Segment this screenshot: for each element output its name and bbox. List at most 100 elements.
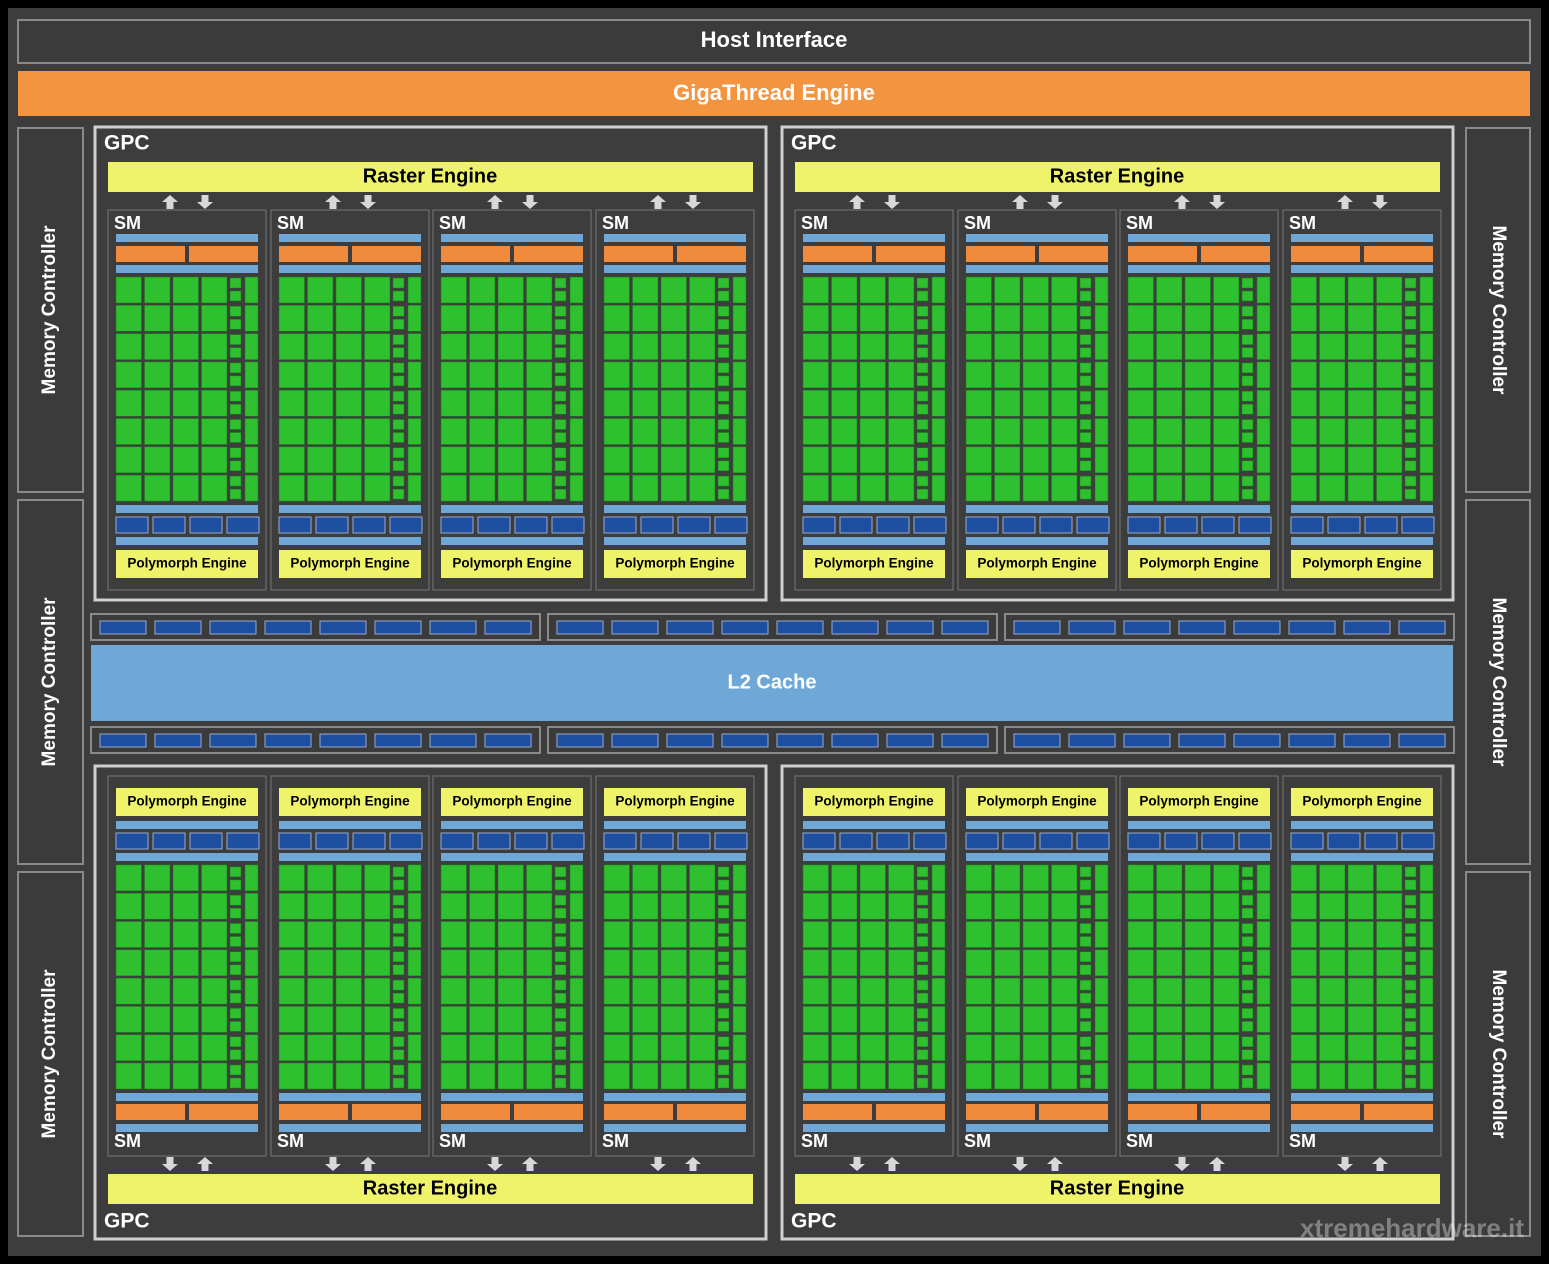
core (278, 333, 305, 360)
core (1127, 892, 1154, 920)
core (278, 892, 305, 920)
arrow (1209, 1157, 1225, 1171)
core (1051, 1006, 1078, 1033)
unit (229, 1049, 242, 1060)
sfu (244, 389, 259, 417)
core (1127, 1034, 1154, 1061)
core (831, 418, 858, 445)
core (660, 1006, 687, 1033)
sm-label: SM (1126, 1131, 1153, 1151)
sm-orange (1128, 1104, 1197, 1120)
unit (392, 488, 405, 500)
core (1022, 1006, 1049, 1033)
core (1051, 333, 1078, 360)
sfu (1256, 276, 1271, 304)
core (1347, 1006, 1374, 1033)
core (201, 305, 228, 332)
core (497, 1006, 524, 1033)
sm-block (551, 516, 585, 534)
core (859, 864, 886, 892)
core (1127, 276, 1154, 304)
sfu (732, 1034, 747, 1061)
core (335, 921, 362, 948)
sfu (569, 361, 584, 389)
unit (229, 1036, 242, 1047)
core (965, 1006, 992, 1033)
core (1376, 1062, 1403, 1090)
sfu (569, 864, 584, 892)
unit (916, 894, 929, 906)
sm-orange (677, 246, 746, 262)
core (440, 1062, 467, 1090)
sm-block (1002, 516, 1036, 534)
polymorph-box (803, 788, 945, 816)
core (1022, 977, 1049, 1005)
core (689, 389, 716, 417)
core (440, 418, 467, 445)
unit (392, 347, 405, 358)
core (497, 1062, 524, 1090)
core (660, 474, 687, 502)
arrow (325, 195, 341, 209)
core (307, 305, 334, 332)
core (469, 361, 496, 389)
sm-orange (966, 246, 1035, 262)
core (1022, 305, 1049, 332)
unit (1079, 390, 1092, 402)
sm-bar (803, 537, 945, 545)
unit (554, 334, 567, 345)
core (1376, 276, 1403, 304)
unit (916, 403, 929, 415)
arrow (1047, 1157, 1063, 1171)
gigathread-label: GigaThread Engine (673, 80, 875, 105)
sfu (244, 1062, 259, 1090)
core (278, 921, 305, 948)
sfu (569, 474, 584, 502)
unit (1404, 347, 1417, 358)
sfu (931, 276, 946, 304)
sfu (931, 1006, 946, 1033)
core (307, 977, 334, 1005)
sm-block (440, 516, 474, 534)
sfu (1256, 949, 1271, 977)
sm-bar (1291, 1093, 1433, 1101)
unit (717, 432, 730, 443)
core (497, 949, 524, 977)
core (1347, 1034, 1374, 1061)
sfu (244, 949, 259, 977)
core (278, 305, 305, 332)
sm-block (603, 516, 637, 534)
core (440, 921, 467, 948)
core (526, 446, 553, 474)
unit (1079, 319, 1092, 330)
core (1022, 892, 1049, 920)
sfu (1256, 977, 1271, 1005)
core (802, 892, 829, 920)
core (859, 474, 886, 502)
unit (1404, 964, 1417, 976)
core (632, 1062, 659, 1090)
sfu (1094, 446, 1109, 474)
unit (1404, 1036, 1417, 1047)
memory-controller-box (17, 871, 84, 1237)
core (172, 892, 199, 920)
crossbar-block (99, 733, 147, 748)
unit (554, 432, 567, 443)
unit (1079, 951, 1092, 963)
core (831, 389, 858, 417)
sfu (1419, 276, 1434, 304)
core (1184, 333, 1211, 360)
arrow (360, 1157, 376, 1171)
sfu (407, 1034, 422, 1061)
unit (1241, 390, 1254, 402)
sm-bar (803, 505, 945, 513)
unit (717, 1008, 730, 1019)
polymorph-label: Polymorph Engine (127, 556, 247, 571)
unit (392, 362, 405, 374)
sm-orange (803, 246, 872, 262)
unit (1079, 1049, 1092, 1060)
sfu (1419, 1006, 1434, 1033)
sfu (1419, 361, 1434, 389)
polymorph-box (1291, 788, 1433, 816)
unit (717, 951, 730, 963)
